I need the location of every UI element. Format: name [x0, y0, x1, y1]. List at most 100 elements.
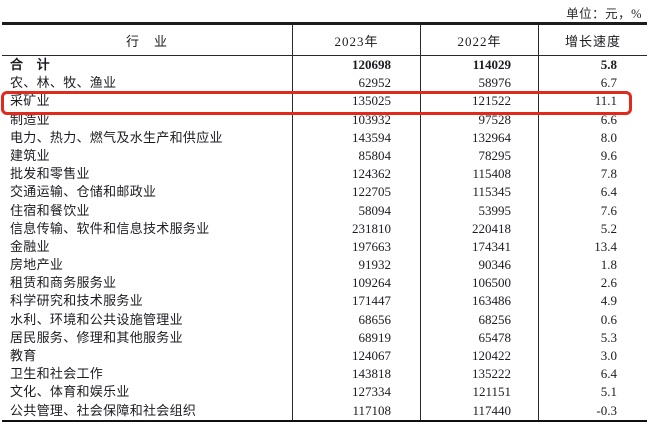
cell-2023-value: 122705	[293, 183, 421, 202]
table-row: 卫生和社会工作 143818 135222 6.4	[2, 365, 647, 384]
cell-2022-value: 117440	[421, 401, 539, 420]
cell-industry: 居民服务、修理和其他服务业	[2, 328, 293, 347]
cell-growth-rate: 4.9	[600, 293, 617, 309]
cell-2022-value: 114029	[421, 56, 539, 75]
cell-industry: 交通运输、仓储和邮政业	[2, 183, 293, 202]
cell-2023-value: 135025	[293, 92, 421, 111]
cell-industry: 教育	[2, 347, 293, 366]
cell-2022-value: 135222	[421, 365, 539, 384]
cell-2022-value: 120422	[421, 347, 539, 366]
industry-wage-table: 行 业 2023年 2022年 增长速度 合 计 120698 114029 5…	[2, 22, 647, 422]
cell-growth-rate: 0.6	[600, 311, 617, 327]
table-row: 科学研究和技术服务业 171447 163486 4.9	[2, 292, 647, 311]
cell-2022-value: 106500	[421, 274, 539, 293]
cell-2023-value: 124362	[293, 165, 421, 184]
cell-2022-value: 68256	[421, 310, 539, 329]
column-header-industry: 行 业	[2, 25, 293, 55]
table-row: 合 计 120698 114029 5.8	[2, 56, 647, 75]
cell-2023-value: 85804	[293, 146, 421, 166]
cell-2022-value: 121151	[421, 383, 539, 402]
cell-2023-value: 143594	[293, 128, 421, 147]
cell-industry: 金融业	[2, 237, 293, 257]
table-bottom-rule	[2, 419, 647, 422]
table-body: 合 计 120698 114029 5.8 农、林、牧、渔业 62952 589…	[2, 56, 647, 420]
cell-growth-rate: 6.4	[600, 366, 617, 382]
unit-label: 单位：元，%	[566, 7, 642, 21]
table-row-highlighted: 采矿业 135025 121522 11.1	[2, 92, 647, 111]
cell-2023-value: 103932	[293, 110, 421, 129]
cell-industry: 制造业	[2, 110, 293, 129]
table-row: 建筑业 85804 78295 9.6	[2, 146, 647, 166]
cell-industry: 住宿和餐饮业	[2, 201, 293, 220]
cell-growth-rate: 11.1	[594, 93, 617, 109]
cell-2023-value: 62952	[293, 74, 421, 93]
cell-industry: 信息传输、软件和信息技术服务业	[2, 219, 293, 238]
cell-growth-rate: 5.8	[600, 57, 617, 72]
cell-2022-value: 115345	[421, 183, 539, 202]
cell-industry: 卫生和社会工作	[2, 365, 293, 384]
cell-growth-rate: 7.6	[600, 202, 617, 218]
cell-growth-rate: 1.8	[600, 257, 617, 273]
cell-2022-value: 163486	[421, 292, 539, 311]
cell-growth-rate: 6.6	[600, 111, 617, 127]
table-row: 居民服务、修理和其他服务业 68919 65478 5.3	[2, 328, 647, 347]
cell-2023-value: 91932	[293, 256, 421, 275]
cell-growth-rate: 2.6	[600, 275, 617, 291]
cell-2022-value: 65478	[421, 328, 539, 347]
cell-2023-value: 68919	[293, 328, 421, 347]
cell-growth-rate: 6.4	[600, 184, 617, 200]
cell-growth-rate: 13.4	[594, 238, 617, 254]
cell-industry: 建筑业	[2, 146, 293, 166]
cell-2023-value: 68656	[293, 310, 421, 329]
table-row: 教育 124067 120422 3.0	[2, 347, 647, 366]
cell-2022-value: 115408	[421, 165, 539, 184]
cell-industry: 公共管理、社会保障和社会组织	[2, 401, 293, 420]
cell-2023-value: 120698	[293, 56, 421, 75]
cell-growth-rate: 5.1	[600, 384, 617, 400]
cell-industry: 农、林、牧、渔业	[2, 74, 293, 93]
cell-industry: 电力、热力、燃气及水生产和供应业	[2, 128, 293, 147]
table-header-row: 行 业 2023年 2022年 增长速度	[2, 25, 647, 56]
cell-growth-rate: 8.0	[600, 129, 617, 145]
cell-2022-value: 53995	[421, 201, 539, 220]
cell-industry: 科学研究和技术服务业	[2, 292, 293, 311]
table-row: 交通运输、仓储和邮政业 122705 115345 6.4	[2, 183, 647, 202]
cell-2022-value: 132964	[421, 128, 539, 147]
table-row: 金融业 197663 174341 13.4	[2, 237, 647, 257]
table-row: 农、林、牧、渔业 62952 58976 6.7	[2, 74, 647, 93]
cell-industry: 房地产业	[2, 256, 293, 275]
cell-2022-value: 90346	[421, 256, 539, 275]
cell-2022-value: 121522	[421, 92, 539, 111]
column-header-growth: 增长速度	[564, 33, 621, 49]
cell-2023-value: 197663	[293, 237, 421, 257]
cell-2023-value: 109264	[293, 274, 421, 293]
cell-industry: 批发和零售业	[2, 165, 293, 184]
cell-2022-value: 78295	[421, 146, 539, 166]
cell-2023-value: 231810	[293, 219, 421, 238]
cell-growth-rate: -0.3	[596, 402, 617, 418]
cell-2022-value: 97528	[421, 110, 539, 129]
cell-growth-rate: 7.8	[600, 166, 617, 182]
cell-growth-rate: 9.6	[600, 147, 617, 163]
cell-growth-rate: 3.0	[600, 348, 617, 363]
cell-2022-value: 174341	[421, 237, 539, 257]
cell-growth-rate: 5.3	[600, 329, 617, 345]
table-row: 制造业 103932 97528 6.6	[2, 110, 647, 129]
cell-2022-value: 58976	[421, 74, 539, 93]
cell-2023-value: 58094	[293, 201, 421, 220]
table-row: 公共管理、社会保障和社会组织 117108 117440 -0.3	[2, 401, 647, 420]
table-row: 住宿和餐饮业 58094 53995 7.6	[2, 201, 647, 220]
table-row: 房地产业 91932 90346 1.8	[2, 256, 647, 275]
cell-growth-rate: 5.2	[600, 220, 617, 236]
cell-2023-value: 171447	[293, 292, 421, 311]
cell-2023-value: 127334	[293, 383, 421, 402]
cell-industry: 合 计	[2, 56, 293, 75]
cell-2023-value: 124067	[293, 347, 421, 366]
table-top-rule	[2, 22, 647, 25]
table-row: 信息传输、软件和信息技术服务业 231810 220418 5.2	[2, 219, 647, 238]
cell-industry: 采矿业	[2, 92, 293, 111]
column-header-2023: 2023年	[293, 25, 421, 55]
cell-industry: 水利、环境和公共设施管理业	[2, 310, 293, 329]
table-row: 批发和零售业 124362 115408 7.8	[2, 165, 647, 184]
